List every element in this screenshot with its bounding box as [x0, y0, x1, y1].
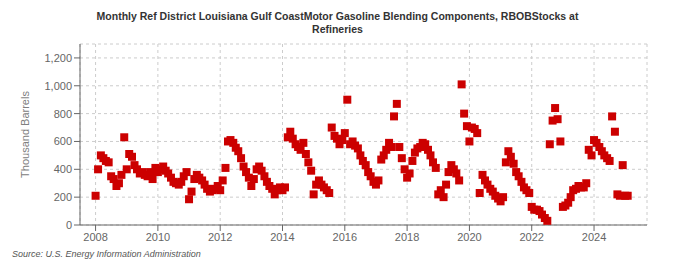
svg-text:Thousand Barrels: Thousand Barrels [19, 91, 31, 178]
svg-text:1,200: 1,200 [44, 52, 72, 64]
svg-text:2020: 2020 [457, 231, 481, 243]
svg-text:200: 200 [54, 191, 72, 203]
svg-text:2010: 2010 [146, 231, 170, 243]
svg-text:2024: 2024 [582, 231, 606, 243]
html-text:Refineries: Refineries [312, 23, 363, 35]
svg-text:600: 600 [54, 135, 72, 147]
svg-text:2012: 2012 [208, 231, 232, 243]
svg-text:2018: 2018 [395, 231, 419, 243]
svg-text:1,000: 1,000 [44, 80, 72, 92]
svg-text:2008: 2008 [83, 231, 107, 243]
svg-text:2014: 2014 [270, 231, 294, 243]
svg-text:0: 0 [66, 219, 72, 231]
html-text:Monthly Ref District Louisiana: Monthly Ref District Louisiana Gulf Coas… [96, 10, 579, 22]
svg-text:800: 800 [54, 108, 72, 120]
svg-text:2022: 2022 [519, 231, 543, 243]
svg-text:2016: 2016 [333, 231, 357, 243]
svg-text:400: 400 [54, 163, 72, 175]
html-text:Source: U.S. Energy Informatio: Source: U.S. Energy Information Administ… [12, 249, 201, 259]
